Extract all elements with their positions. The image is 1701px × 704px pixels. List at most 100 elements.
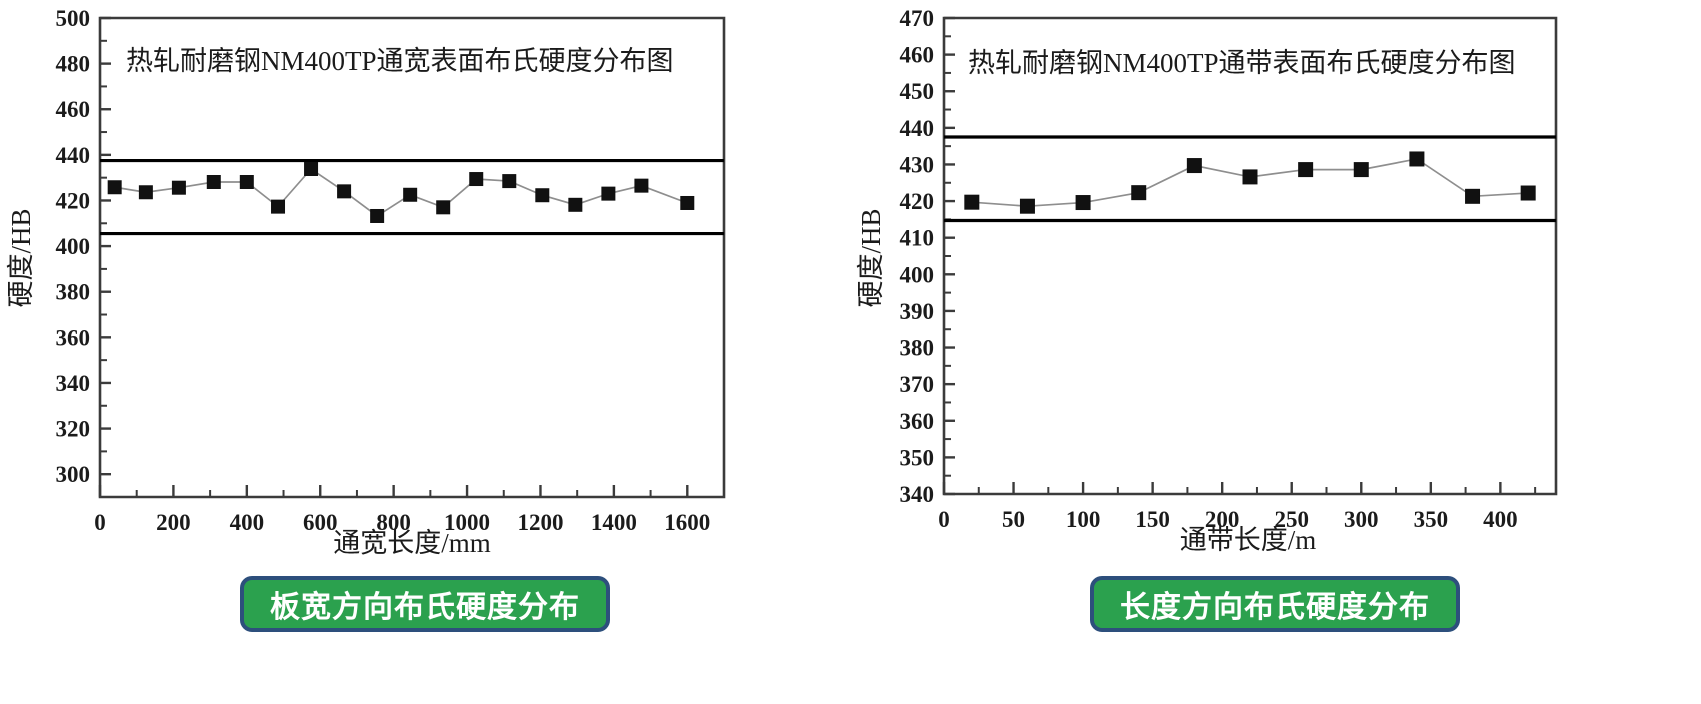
chart-width-direction: 300 320 340 360 380 400 420 440 460 480 500 0 200 400… [0, 0, 850, 570]
data-point-marker [370, 208, 385, 223]
y-tick-label: 460 [900, 43, 935, 68]
data-point-marker [1353, 162, 1369, 178]
series-markers-hardness [107, 162, 695, 223]
x-tick-label: 600 [303, 510, 338, 535]
x-tick-label: 1400 [591, 510, 637, 535]
caption-button-length-direction[interactable]: 长度方向布氏硬度分布 [1090, 576, 1460, 632]
x-tick-label: 1600 [664, 510, 710, 535]
y-tick-label: 470 [900, 6, 935, 31]
y-axis-ticks: 300 320 340 360 380 400 420 440 460 480 500 [56, 6, 111, 498]
x-tick-label: 150 [1135, 507, 1170, 532]
data-point-marker [1075, 195, 1091, 211]
chart-svg-length-direction: 340 350 360 370 380 390 400 410 420 430 440 450 460 4… [856, 6, 1558, 555]
y-axis-title: 硬度/HB [856, 208, 886, 307]
chart-svg-width-direction: 300 320 340 360 380 400 420 440 460 480 500 0 200 400… [6, 6, 726, 558]
panel-length-direction: 340 350 360 370 380 390 400 410 420 430 440 450 460 4… [850, 0, 1700, 704]
y-tick-label: 440 [900, 116, 935, 141]
x-tick-label: 400 [1483, 507, 1518, 532]
y-tick-label: 450 [900, 79, 935, 104]
x-axis-title: 通带长度/m [1180, 525, 1317, 555]
data-point-marker [601, 186, 616, 201]
data-point-marker [1186, 158, 1202, 174]
x-tick-label: 300 [1344, 507, 1379, 532]
y-tick-label: 360 [56, 325, 91, 350]
plot-frame [98, 16, 726, 499]
y-axis-ticks: 340 350 360 370 380 390 400 410 420 430 440 450 460 4… [900, 6, 955, 507]
data-point-marker [1465, 188, 1481, 204]
y-tick-label: 390 [900, 299, 935, 324]
x-axis-ticks: 0 50 100 150 200 250 300 350 400 [938, 482, 1537, 532]
y-tick-label: 420 [56, 188, 91, 213]
y-tick-label: 360 [900, 409, 935, 434]
series-markers-hardness [964, 151, 1536, 214]
y-tick-label: 350 [900, 445, 935, 470]
y-tick-label: 340 [900, 482, 935, 507]
spec-limit-lines [100, 158, 724, 236]
y-tick-label: 380 [56, 280, 91, 305]
data-point-marker [535, 188, 550, 203]
caption-row-right: 长度方向布氏硬度分布 [850, 576, 1700, 632]
data-point-marker [304, 162, 319, 176]
y-tick-label: 320 [56, 417, 91, 442]
chart-length-direction: 340 350 360 370 380 390 400 410 420 430 440 450 460 4… [850, 0, 1700, 570]
x-axis-title: 通宽长度/mm [333, 528, 491, 558]
data-point-marker [634, 178, 649, 193]
caption-row-left: 板宽方向布氏硬度分布 [0, 576, 850, 632]
data-point-marker [271, 199, 286, 214]
data-point-marker [964, 194, 980, 210]
plot-title: 热轧耐磨钢NM400TP通带表面布氏硬度分布图 [968, 48, 1516, 78]
data-point-marker [337, 184, 352, 199]
y-tick-label: 410 [900, 226, 935, 251]
data-point-marker [1409, 151, 1425, 167]
y-tick-label: 440 [56, 143, 91, 168]
y-tick-label: 480 [56, 52, 91, 77]
panel-width-direction: 300 320 340 360 380 400 420 440 460 480 500 0 200 400… [0, 0, 850, 704]
data-point-marker [171, 180, 186, 195]
data-point-marker [568, 197, 583, 212]
data-point-marker [1298, 162, 1314, 178]
x-tick-label: 350 [1414, 507, 1449, 532]
data-point-marker [502, 174, 517, 189]
data-point-marker [680, 195, 695, 210]
data-point-marker [1019, 198, 1035, 214]
plot-root-length-direction: 340 350 360 370 380 390 400 410 420 430 440 450 460 4… [856, 6, 1558, 555]
x-tick-label: 100 [1066, 507, 1101, 532]
caption-button-width-direction[interactable]: 板宽方向布氏硬度分布 [240, 576, 610, 632]
data-point-marker [1242, 169, 1258, 185]
data-point-marker [138, 185, 153, 200]
data-point-marker [403, 187, 418, 202]
x-tick-label: 1200 [517, 510, 563, 535]
y-tick-label: 460 [56, 97, 91, 122]
y-tick-label: 420 [900, 189, 935, 214]
x-tick-label: 50 [1002, 507, 1025, 532]
plot-root-width-direction: 300 320 340 360 380 400 420 440 460 480 500 0 200 400… [6, 6, 726, 558]
x-tick-label: 200 [156, 510, 191, 535]
x-tick-label: 200 [1205, 507, 1240, 532]
y-tick-label: 430 [900, 152, 935, 177]
plot-frame [942, 16, 1558, 496]
x-tick-label: 0 [94, 510, 106, 535]
x-tick-label: 1000 [444, 510, 490, 535]
data-point-marker [1131, 185, 1147, 201]
data-point-marker [1520, 185, 1536, 201]
x-tick-label: 800 [376, 510, 411, 535]
y-tick-label: 370 [900, 372, 935, 397]
x-tick-label: 0 [938, 507, 950, 532]
x-tick-label: 400 [230, 510, 265, 535]
y-tick-label: 500 [56, 6, 91, 31]
data-point-marker [469, 172, 484, 187]
plot-title: 热轧耐磨钢NM400TP通宽表面布氏硬度分布图 [126, 46, 674, 76]
x-tick-label: 250 [1274, 507, 1309, 532]
y-tick-label: 400 [900, 262, 935, 287]
data-point-marker [436, 200, 451, 215]
data-point-marker [206, 175, 221, 189]
y-tick-label: 400 [56, 234, 91, 259]
y-tick-label: 380 [900, 336, 935, 361]
y-axis-title: 硬度/HB [6, 208, 36, 307]
y-tick-label: 300 [56, 462, 91, 487]
y-tick-label: 340 [56, 371, 91, 396]
x-axis-ticks: 0 200 400 600 800 1000 1200 1400 1600 [94, 485, 725, 535]
data-point-marker [107, 180, 122, 195]
spec-limit-lines [944, 135, 1556, 223]
